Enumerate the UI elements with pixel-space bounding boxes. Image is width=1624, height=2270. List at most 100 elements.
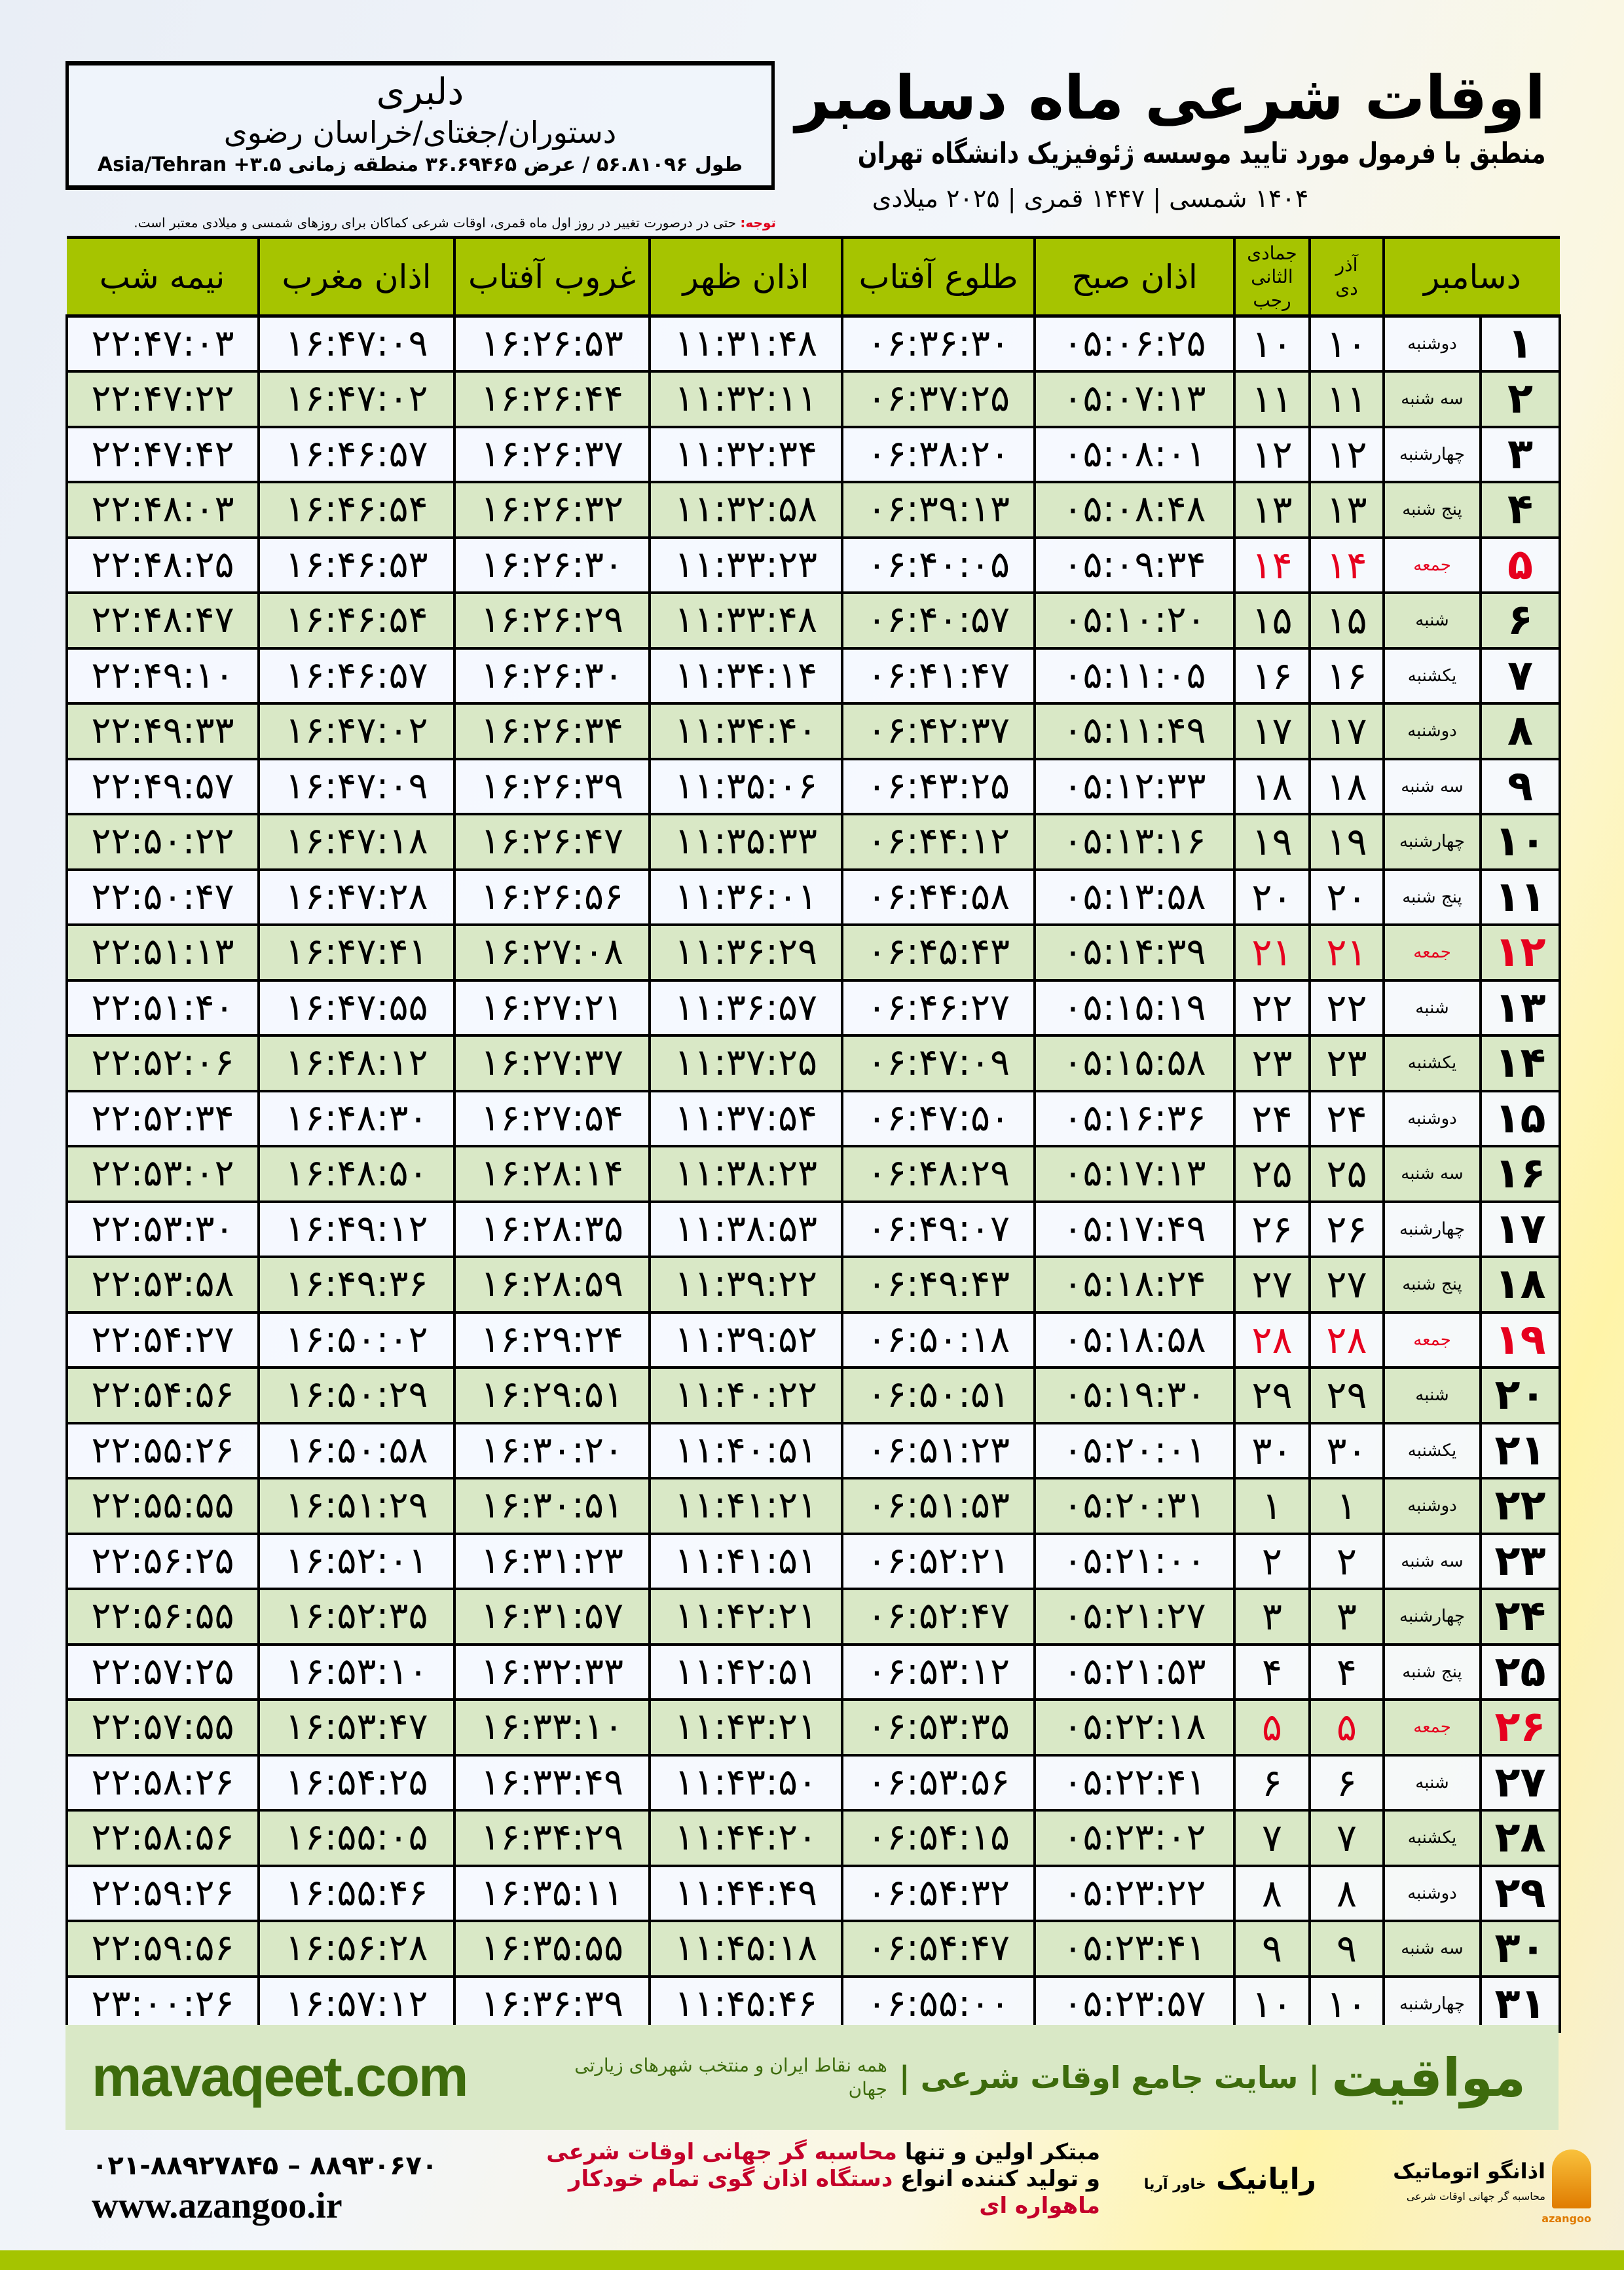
midnight-time: ۲۲:۴۷:۰۳ [65, 314, 260, 373]
sunrise-time: ۰۶:۳۹:۱۳ [841, 481, 1036, 539]
day-number: ۲۰ [1479, 1366, 1562, 1424]
hijri-day: ۲۷ [1233, 1256, 1311, 1314]
azangoo-logo: اذانگو اتوماتیک محاسبه گر جهانی اوقات شر… [1329, 2149, 1591, 2235]
fajr-time: ۰۵:۱۳:۱۶ [1033, 813, 1236, 871]
weekday: دوشنبه [1382, 314, 1483, 373]
sunrise-time: ۰۶:۳۷:۲۵ [841, 370, 1036, 428]
table-row: ۳ چهارشنبه ۱۲ ۱۲ ۰۵:۰۸:۰۱ ۰۶:۳۸:۲۰ ۱۱:۳۲:۳۴ ۱۶:… [65, 425, 1562, 483]
table-row: ۱۲ جمعه ۲۱ ۲۱ ۰۵:۱۴:۳۹ ۰۶:۴۵:۴۳ ۱۱:۳۶:۲۹ ۱۶:۲۷:… [65, 923, 1562, 982]
dhuhr-time: ۱۱:۴۳:۵۰ [648, 1753, 843, 1812]
hijri-day: ۱۰ [1233, 314, 1311, 373]
day-number: ۲۳ [1479, 1532, 1562, 1590]
hijri-day: ۱۹ [1233, 813, 1311, 871]
weekday: جمعه [1382, 1698, 1483, 1757]
persian-day: ۸ [1308, 1864, 1385, 1922]
table-row: ۳۰ سه شنبه ۹ ۹ ۰۵:۲۳:۴۱ ۰۶:۵۴:۴۷ ۱۱:۴۵:۱۸ ۱۶:۳۵… [65, 1920, 1562, 1978]
maghrib-time: ۱۶:۵۵:۰۵ [257, 1809, 456, 1867]
dhuhr-time: ۱۱:۳۴:۴۰ [648, 702, 843, 760]
weekday: چهارشنبه [1382, 813, 1483, 871]
fajr-time: ۰۵:۱۶:۳۶ [1033, 1089, 1236, 1147]
sunset-time: ۱۶:۲۹:۵۱ [453, 1366, 651, 1424]
midnight-time: ۲۲:۵۲:۰۶ [65, 1034, 260, 1092]
region-name: دستوران/جغتای/خراسان رضوی [223, 115, 617, 150]
fajr-time: ۰۵:۱۵:۵۸ [1033, 1034, 1236, 1092]
dhuhr-time: ۱۱:۳۳:۲۳ [648, 536, 843, 594]
sunset-time: ۱۶:۳۱:۵۷ [453, 1588, 651, 1646]
sunset-time: ۱۶:۲۶:۳۰ [453, 646, 651, 705]
table-row: ۲۳ سه شنبه ۲ ۲ ۰۵:۲۱:۰۰ ۰۶:۵۲:۲۱ ۱۱:۴۱:۵۱ ۱۶:۳۱… [65, 1532, 1562, 1590]
footer-line2: و تولید کننده انواع [893, 2166, 1100, 2192]
sunrise-time: ۰۶:۴۳:۲۵ [841, 757, 1036, 815]
sunrise-time: ۰۶:۴۰:۵۷ [841, 591, 1036, 650]
footer: ۰۲۱-۸۸۹۲۷۸۴۵ – ۸۸۹۳۰۶۷۰ www.azangoo.ir م… [0, 2136, 1624, 2250]
sunset-time: ۱۶:۳۱:۲۳ [453, 1532, 651, 1590]
sunset-time: ۱۶:۲۹:۲۴ [453, 1311, 651, 1369]
weekday: چهارشنبه [1382, 1200, 1483, 1258]
table-row: ۱۰ چهارشنبه ۱۹ ۱۹ ۰۵:۱۳:۱۶ ۰۶:۴۴:۱۲ ۱۱:۳۵:۳۳ ۱۶… [65, 813, 1562, 871]
hijri-day: ۱۱ [1233, 370, 1311, 428]
fajr-time: ۰۵:۰۸:۰۱ [1033, 425, 1236, 483]
day-number: ۲۹ [1479, 1864, 1562, 1922]
sunset-time: ۱۶:۲۷:۲۱ [453, 978, 651, 1037]
persian-day: ۷ [1308, 1809, 1385, 1867]
persian-day: ۱۰ [1308, 1975, 1385, 2033]
persian-day: ۶ [1308, 1753, 1385, 1812]
sunrise-time: ۰۶:۴۹:۴۳ [841, 1256, 1036, 1314]
hijri-day: ۱۰ [1233, 1975, 1311, 2033]
sunrise-time: ۰۶:۵۳:۵۶ [841, 1753, 1036, 1812]
dhuhr-time: ۱۱:۳۶:۰۱ [648, 868, 843, 926]
sunset-time: ۱۶:۳۳:۴۹ [453, 1753, 651, 1812]
maghrib-time: ۱۶:۵۳:۴۷ [257, 1698, 456, 1757]
sunrise-time: ۰۶:۴۵:۴۳ [841, 923, 1036, 982]
weekday: دوشنبه [1382, 1864, 1483, 1922]
midnight-time: ۲۲:۴۸:۴۷ [65, 591, 260, 650]
maghrib-time: ۱۶:۴۷:۰۹ [257, 314, 456, 373]
dhuhr-time: ۱۱:۴۴:۴۹ [648, 1864, 843, 1922]
dhuhr-time: ۱۱:۳۶:۵۷ [648, 978, 843, 1037]
weekday: پنج شنبه [1382, 1256, 1483, 1314]
hijri-day: ۳۰ [1233, 1421, 1311, 1479]
persian-day: ۲۳ [1308, 1034, 1385, 1092]
midnight-time: ۲۲:۴۹:۳۳ [65, 702, 260, 760]
day-number: ۲۲ [1479, 1477, 1562, 1535]
sunset-time: ۱۶:۲۶:۴۴ [453, 370, 651, 428]
persian-day: ۱۹ [1308, 813, 1385, 871]
mavaqeet-logo: مواقیت [1331, 2047, 1526, 2108]
sunset-time: ۱۶:۲۸:۳۵ [453, 1200, 651, 1258]
maghrib-time: ۱۶:۴۷:۱۸ [257, 813, 456, 871]
dhuhr-time: ۱۱:۳۷:۲۵ [648, 1034, 843, 1092]
weekday: یکشنبه [1382, 1421, 1483, 1479]
azangoo-url[interactable]: www.azangoo.ir [92, 2186, 342, 2226]
header-midnight: نیمه شب [67, 236, 259, 318]
hijri-day: ۲۸ [1233, 1311, 1311, 1369]
table-row: ۲۸ یکشنبه ۷ ۷ ۰۵:۲۳:۰۲ ۰۶:۵۴:۱۵ ۱۱:۴۴:۲۰ ۱۶:۳۴:… [65, 1809, 1562, 1867]
maghrib-time: ۱۶:۴۷:۵۵ [257, 978, 456, 1037]
fajr-time: ۰۵:۰۷:۱۳ [1033, 370, 1236, 428]
day-number: ۱۴ [1479, 1034, 1562, 1092]
sunset-time: ۱۶:۳۰:۵۱ [453, 1477, 651, 1535]
sunset-time: ۱۶:۲۶:۴۷ [453, 813, 651, 871]
weekday: دوشنبه [1382, 702, 1483, 760]
table-row: ۱۶ سه شنبه ۲۵ ۲۵ ۰۵:۱۷:۱۳ ۰۶:۴۸:۲۹ ۱۱:۳۸:۲۳ ۱۶:… [65, 1145, 1562, 1203]
mavaqeet-url[interactable]: mavaqeet.com [92, 2045, 469, 2108]
table-row: ۸ دوشنبه ۱۷ ۱۷ ۰۵:۱۱:۴۹ ۰۶:۴۲:۳۷ ۱۱:۳۴:۴۰ ۱۶:۲۶… [65, 702, 1562, 760]
maghrib-time: ۱۶:۴۷:۰۲ [257, 370, 456, 428]
hijri-day: ۲۲ [1233, 978, 1311, 1037]
table-row: ۲۷ شنبه ۶ ۶ ۰۵:۲۲:۴۱ ۰۶:۵۳:۵۶ ۱۱:۴۳:۵۰ ۱۶:۳۳:۴۹… [65, 1753, 1562, 1812]
day-number: ۱۶ [1479, 1145, 1562, 1203]
sunset-time: ۱۶:۳۰:۲۰ [453, 1421, 651, 1479]
persian-day: ۹ [1308, 1920, 1385, 1978]
persian-day: ۱۳ [1308, 481, 1385, 539]
midnight-time: ۲۲:۵۴:۵۶ [65, 1366, 260, 1424]
persian-day: ۵ [1308, 1698, 1385, 1757]
hijri-day: ۲۳ [1233, 1034, 1311, 1092]
hijri-day: ۲۶ [1233, 1200, 1311, 1258]
persian-day: ۱۷ [1308, 702, 1385, 760]
midnight-time: ۲۲:۵۳:۵۸ [65, 1256, 260, 1314]
dhuhr-time: ۱۱:۳۹:۲۲ [648, 1256, 843, 1314]
dhuhr-time: ۱۱:۳۵:۳۳ [648, 813, 843, 871]
fajr-time: ۰۵:۱۸:۵۸ [1033, 1311, 1236, 1369]
header-jumada: جمادی الثانی [1247, 242, 1297, 288]
persian-day: ۲۹ [1308, 1366, 1385, 1424]
sunset-time: ۱۶:۳۳:۱۰ [453, 1698, 651, 1757]
